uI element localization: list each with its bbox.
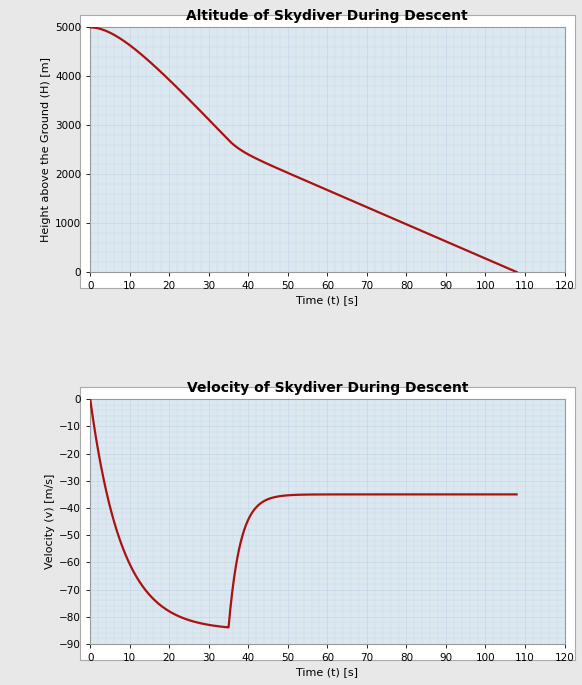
Y-axis label: Height above the Ground (H) [m]: Height above the Ground (H) [m] bbox=[41, 58, 51, 242]
Y-axis label: Velocity (v) [m/s]: Velocity (v) [m/s] bbox=[45, 474, 55, 569]
X-axis label: Time (t) [s]: Time (t) [s] bbox=[296, 295, 359, 306]
Title: Altitude of Skydiver During Descent: Altitude of Skydiver During Descent bbox=[186, 10, 469, 23]
Title: Velocity of Skydiver During Descent: Velocity of Skydiver During Descent bbox=[187, 382, 468, 395]
X-axis label: Time (t) [s]: Time (t) [s] bbox=[296, 667, 359, 677]
